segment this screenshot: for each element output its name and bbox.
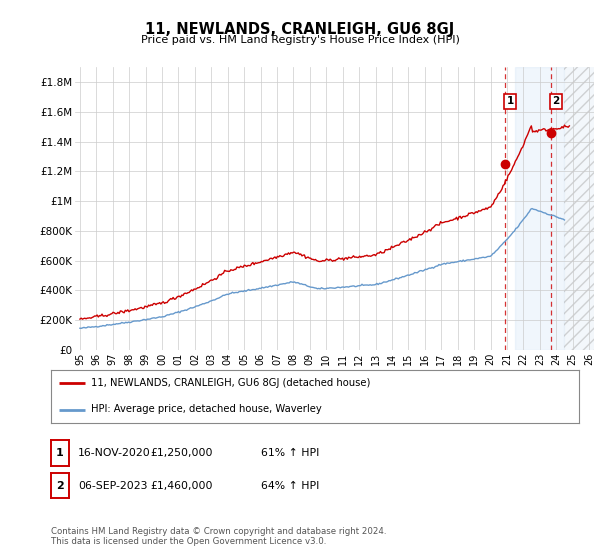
Text: 11, NEWLANDS, CRANLEIGH, GU6 8GJ: 11, NEWLANDS, CRANLEIGH, GU6 8GJ [145,22,455,38]
Text: 2: 2 [56,480,64,491]
Bar [515,67,565,350]
Text: 61% ↑ HPI: 61% ↑ HPI [261,448,319,458]
Bar [565,67,594,350]
Text: 2: 2 [553,96,560,106]
Text: 11, NEWLANDS, CRANLEIGH, GU6 8GJ (detached house): 11, NEWLANDS, CRANLEIGH, GU6 8GJ (detach… [91,378,370,388]
Text: 64% ↑ HPI: 64% ↑ HPI [261,480,319,491]
Text: Price paid vs. HM Land Registry's House Price Index (HPI): Price paid vs. HM Land Registry's House … [140,35,460,45]
Text: 06-SEP-2023: 06-SEP-2023 [78,480,148,491]
Text: 1: 1 [56,448,64,458]
Text: £1,460,000: £1,460,000 [150,480,212,491]
Text: HPI: Average price, detached house, Waverley: HPI: Average price, detached house, Wave… [91,404,322,414]
Text: Contains HM Land Registry data © Crown copyright and database right 2024.
This d: Contains HM Land Registry data © Crown c… [51,526,386,546]
Text: 1: 1 [506,96,514,106]
Text: £1,250,000: £1,250,000 [150,448,212,458]
Bar [565,67,594,350]
Text: 16-NOV-2020: 16-NOV-2020 [78,448,151,458]
